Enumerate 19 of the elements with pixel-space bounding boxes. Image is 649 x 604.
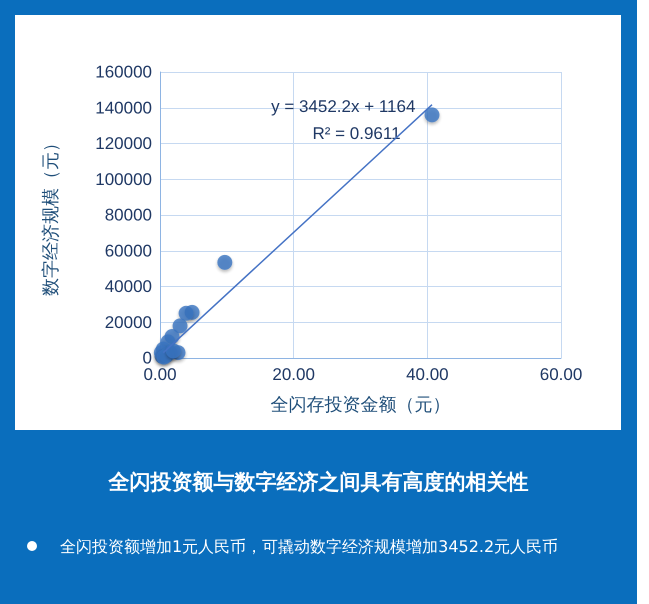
x-tick-label: 60.00 — [540, 365, 582, 384]
y-tick-label: 120000 — [95, 134, 152, 153]
y-tick-label: 40000 — [104, 277, 152, 296]
y-tick-label: 20000 — [104, 312, 152, 332]
x-axis-title: 全闪存投资金额（元） — [270, 394, 450, 416]
y-tick-label: 140000 — [95, 98, 152, 118]
annotation: R² = 0.9611 — [312, 124, 401, 143]
y-tick-label: 60000 — [104, 241, 152, 260]
annotation: y = 3452.2x + 1164 — [271, 96, 416, 116]
y-tick-label: 80000 — [104, 206, 152, 224]
y-tick-label: 100000 — [95, 170, 152, 189]
text: 全闪投资额与数字经济之间具有高度的相关性 — [107, 469, 530, 496]
x-tick-label: 0.00 — [143, 365, 177, 384]
text: 全闪投资额增加1元人民币，可撬动数字经济规模增加3452.2元人民币 — [60, 536, 560, 558]
y-tick-label: 0 — [142, 348, 152, 368]
x-tick-label: 20.00 — [272, 365, 315, 384]
x-tick-label: 40.00 — [406, 365, 449, 384]
y-axis-title: 数字经济规模（元） — [40, 134, 62, 296]
y-tick-label: 160000 — [95, 62, 152, 82]
